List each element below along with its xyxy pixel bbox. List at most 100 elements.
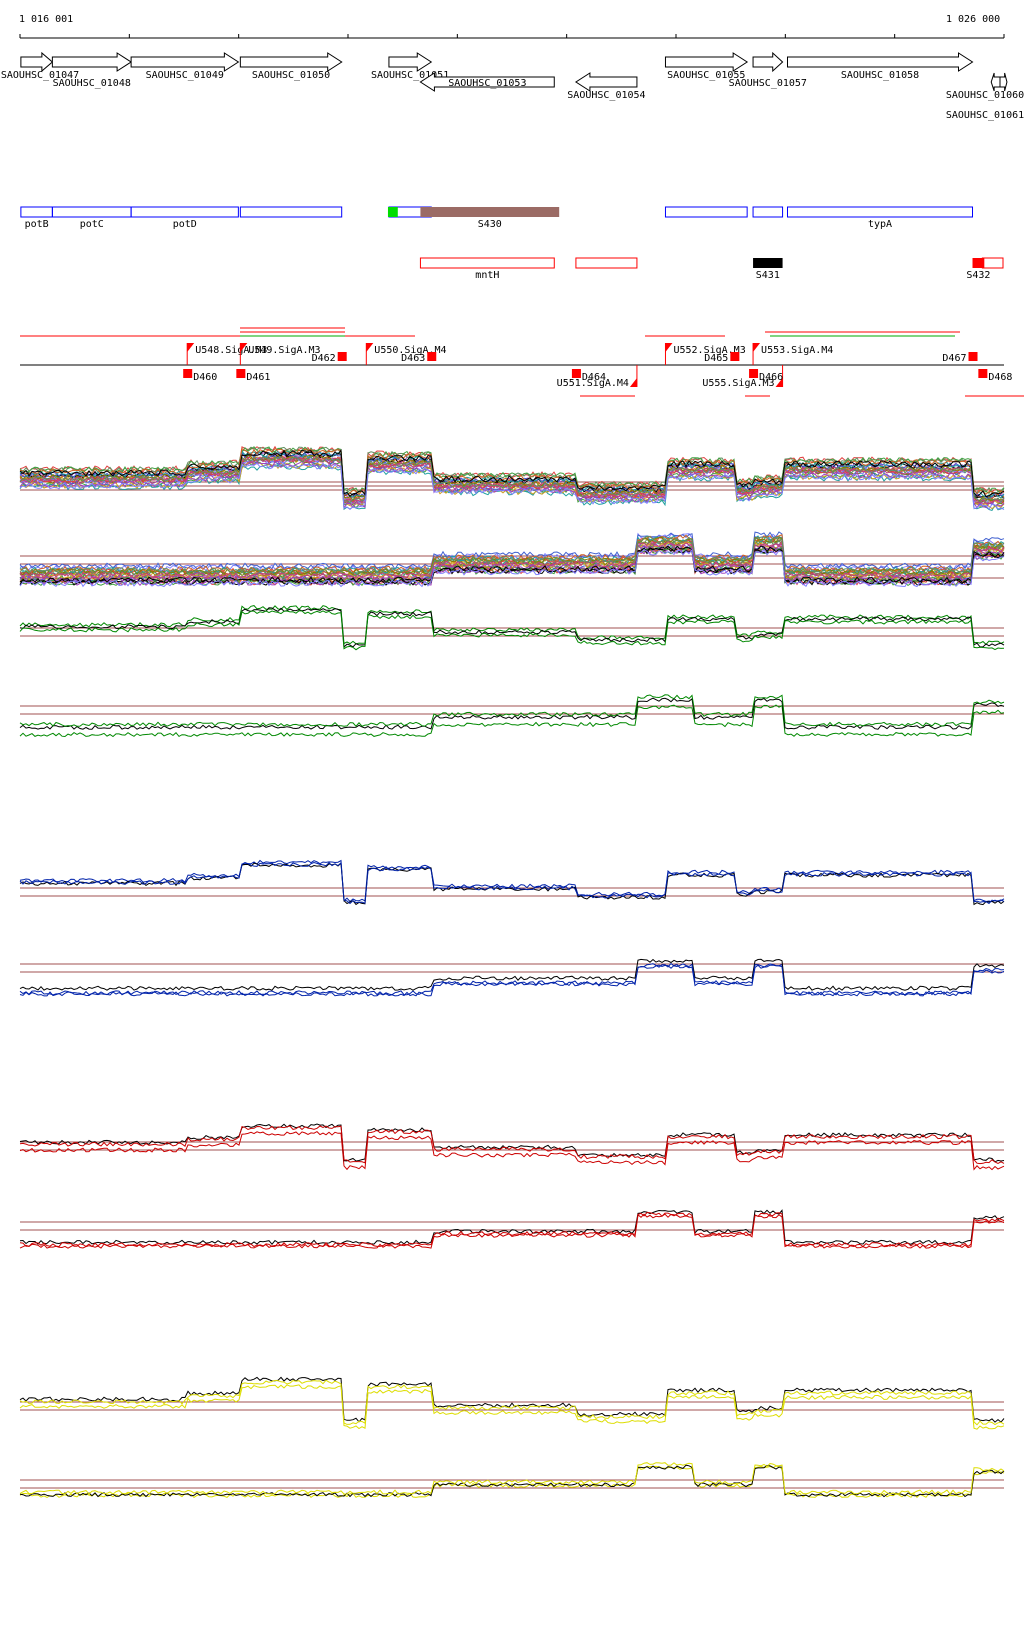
gene-label: SAOUHSC_01051 <box>371 70 449 81</box>
annotation-label: potB <box>25 219 49 230</box>
downshift-box <box>571 369 581 378</box>
gene-arrow <box>752 51 784 73</box>
srna-label: S431 <box>756 270 780 281</box>
transcript-segments <box>20 327 1024 397</box>
annotation-box <box>786 206 974 218</box>
blue-profile-plus <box>19 859 1005 906</box>
blue-profile-minus <box>19 958 1005 997</box>
upshift-label: U550.SigA.M4 <box>374 345 446 356</box>
srna-box <box>387 207 398 217</box>
profile-line <box>19 1213 1005 1249</box>
srna-box <box>753 258 783 268</box>
upshift-label: U549.SigA.M3 <box>248 345 320 356</box>
downshift-label: D468 <box>988 372 1012 383</box>
downshift-markers: D460 D461 D462 D463 D464 D465 D466 D467 D468 <box>183 352 1012 383</box>
profile-line <box>19 448 1005 498</box>
downshift-box <box>236 369 246 378</box>
upshift-flag <box>187 343 195 352</box>
profile-line <box>19 862 1005 906</box>
profile-line <box>19 531 1005 571</box>
ruler-ticks <box>19 34 1005 38</box>
profile-line <box>19 1379 1005 1426</box>
downshift-box <box>730 352 740 361</box>
upshift-label: U555.SigA.M3 <box>702 378 774 389</box>
yellow-profile-plus <box>19 1376 1005 1430</box>
ruler-start-label: 1 016 001 <box>19 14 73 25</box>
profile-line <box>19 1464 1005 1498</box>
gene-label: SAOUHSC_01057 <box>729 78 807 89</box>
gene-arrow <box>388 52 433 72</box>
antisense-box <box>575 257 638 269</box>
downshift-label: D461 <box>246 372 270 383</box>
gene-label: SAOUHSC_01049 <box>146 70 224 81</box>
downshift-box <box>427 352 437 361</box>
profile-line <box>19 1376 1005 1423</box>
gene-arrow <box>664 52 749 72</box>
srna-box <box>972 258 985 268</box>
gene-label: SAOUHSC_01060 <box>946 90 1024 101</box>
gene-label: SAOUHSC_01061 <box>946 110 1024 121</box>
profile-line <box>19 1384 1005 1430</box>
annotation-box <box>752 206 784 218</box>
profile-line <box>19 548 1005 588</box>
upshift-label: U552.SigA.M3 <box>673 345 745 356</box>
downshift-label: D467 <box>942 353 966 364</box>
downshift-label: D465 <box>704 353 728 364</box>
multi-condition-profile-plus <box>19 445 1005 511</box>
green-profile-plus <box>19 605 1005 651</box>
profile-line <box>19 607 1005 649</box>
profile-line <box>19 1462 1005 1495</box>
gene-label: SAOUHSC_01058 <box>841 70 919 81</box>
profile-line <box>19 694 1005 727</box>
antisense-box <box>419 257 555 269</box>
profile-line <box>19 958 1005 991</box>
downshift-label: D460 <box>193 372 217 383</box>
gene-label: SAOUHSC_01048 <box>53 78 131 89</box>
profile-line <box>19 610 1005 651</box>
upshift-flag <box>629 378 637 387</box>
upshift-flag <box>665 343 673 352</box>
srna-box <box>420 207 560 217</box>
upshift-label: U551.SigA.M4 <box>557 378 629 389</box>
downshift-box <box>337 352 347 361</box>
profile-line <box>19 1211 1005 1248</box>
profile-line <box>19 861 1005 905</box>
annotation-box <box>664 206 748 218</box>
upshift-flag <box>753 343 761 352</box>
annotation-box <box>20 206 53 218</box>
downshift-label: D466 <box>759 372 783 383</box>
annotation-track: potB potC potD typA <box>20 206 974 230</box>
profile-line <box>19 859 1005 903</box>
upshift-flag <box>775 378 783 387</box>
profile-line <box>19 1209 1005 1245</box>
profile-line <box>19 1130 1005 1171</box>
downshift-box <box>183 369 193 378</box>
red-profile-minus <box>19 1209 1005 1249</box>
upshift-flag <box>240 343 248 352</box>
antisense-box <box>981 257 1004 269</box>
red-profile-plus <box>19 1123 1005 1171</box>
profile-line <box>19 1123 1005 1163</box>
downshift-box <box>749 369 759 378</box>
annotation-box <box>130 206 239 218</box>
gene-label: SAOUHSC_01055 <box>667 70 745 81</box>
gene-arrow <box>999 72 1008 92</box>
green-profile-minus <box>19 694 1005 738</box>
downshift-box <box>968 352 978 361</box>
annotation-label: potC <box>80 219 104 230</box>
profile-line <box>19 605 1005 646</box>
annotation-label: potD <box>173 219 197 230</box>
downshift-label: D462 <box>312 353 336 364</box>
gene-arrow <box>419 72 555 92</box>
profile-line <box>19 462 1005 511</box>
profile-line <box>19 460 1005 509</box>
gene-arrow <box>239 52 343 72</box>
gene-arrow <box>20 51 54 73</box>
gene-arrow <box>990 72 1001 92</box>
profile-line <box>19 545 1005 584</box>
gene-arrow <box>130 52 240 72</box>
upshift-label: U553.SigA.M4 <box>761 345 833 356</box>
